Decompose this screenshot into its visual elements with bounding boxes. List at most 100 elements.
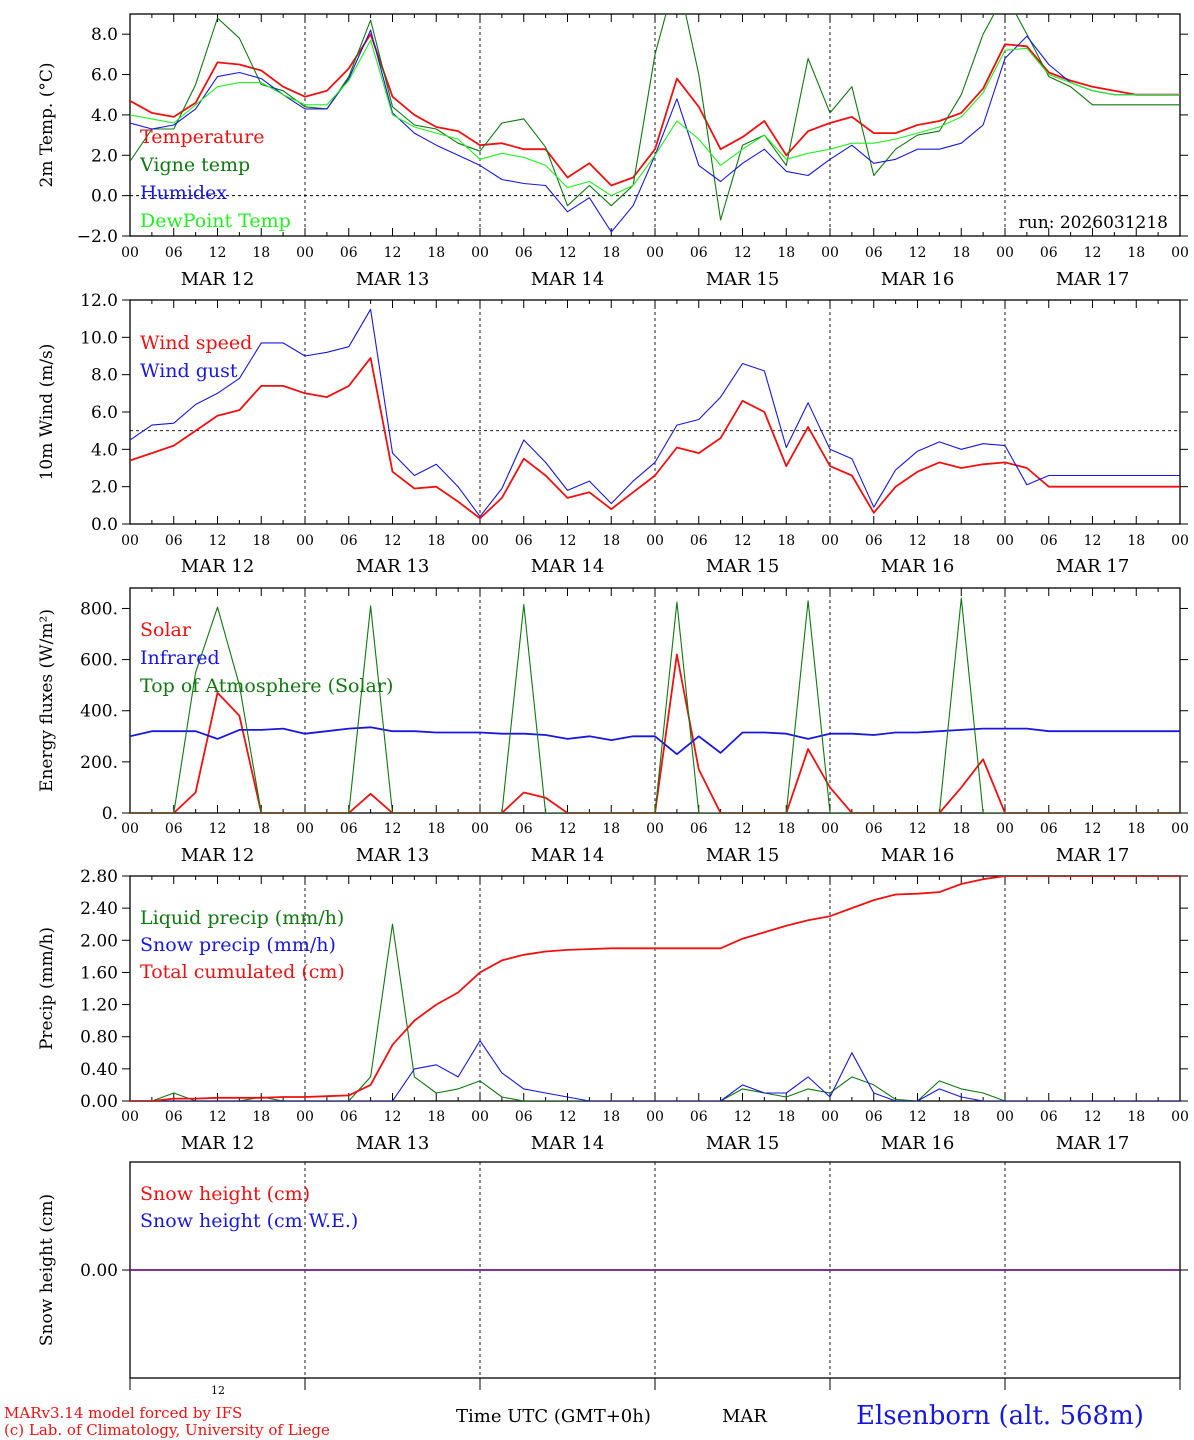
lab-credit: (c) Lab. of Climatology, University of L…	[4, 1421, 330, 1439]
x-tick-label: 12	[734, 533, 752, 549]
x-tick-label: 06	[865, 533, 883, 549]
day-label: MAR 17	[1056, 845, 1130, 866]
x-tick-label: 12	[384, 1109, 402, 1125]
x-tick-label: 18	[777, 245, 795, 261]
x-tick-label: 18	[952, 821, 970, 837]
x-tick-label: 18	[427, 1109, 445, 1125]
x-tick-label: 12	[909, 533, 927, 549]
day-label: MAR 12	[181, 556, 255, 577]
y-tick-label: 10.0	[80, 328, 118, 348]
x-tick-label: 06	[515, 533, 533, 549]
day-label: MAR 14	[531, 845, 605, 866]
series-vigne-temp	[130, 14, 1180, 221]
panel-precip: 00 06 12 18 00 06 12 18 00 06 12 18 00 06 12 18 00 06 12 18…	[37, 867, 1189, 1154]
x-tick-label: 00	[821, 245, 839, 261]
y-tick-label: 200.	[80, 753, 118, 773]
y-tick-label: 6.0	[91, 66, 118, 86]
legend-entry: Total cumulated (cm)	[140, 961, 345, 983]
x-tick-label: 12	[559, 245, 577, 261]
x-tick-label: 06	[1040, 1109, 1058, 1125]
y-tick-label: 600.	[80, 651, 118, 671]
x-tick-label: 00	[121, 821, 139, 837]
x-tick-label: 18	[427, 821, 445, 837]
x-tick-label: 18	[952, 1109, 970, 1125]
x-tick-label: 06	[1040, 821, 1058, 837]
y-tick-label: 1.60	[80, 963, 118, 983]
run-label: run: 2026031218	[1019, 213, 1168, 233]
x-tick-label: 00	[1171, 821, 1189, 837]
y-tick-label: 2.80	[80, 867, 118, 887]
x-tick-label: 12	[384, 533, 402, 549]
legend-entry: Top of Atmosphere (Solar)	[140, 675, 393, 697]
x-tick-label: 06	[165, 821, 183, 837]
legend-entry: Temperature	[140, 126, 264, 148]
x-tick-label: 12	[559, 821, 577, 837]
x-tick-label: 00	[296, 1109, 314, 1125]
legend-entry: Wind speed	[140, 332, 252, 354]
x-tick-label: 18	[252, 1109, 270, 1125]
x-tick-label: 00	[821, 533, 839, 549]
y-axis-label: Snow height (cm)	[37, 1194, 57, 1346]
day-label: MAR 17	[1056, 269, 1130, 290]
series-wind-speed	[130, 356, 1180, 520]
x-tick-label: 12	[909, 1109, 927, 1125]
x-tick-label: 18	[952, 533, 970, 549]
x-tick-label: 00	[1171, 1109, 1189, 1125]
y-tick-label: −2.0	[77, 227, 118, 247]
day-label: MAR 13	[356, 845, 430, 866]
x-tick-label: 12	[384, 821, 402, 837]
y-tick-label: 4.0	[91, 106, 118, 126]
x-tick-label: 00	[471, 821, 489, 837]
y-tick-label: 6.0	[91, 403, 118, 423]
station-label: Elsenborn (alt. 568m)	[856, 1401, 1144, 1431]
y-tick-label: 8.0	[91, 366, 118, 386]
x-tick-label: 18	[777, 1109, 795, 1125]
legend-entry: Liquid precip (mm/h)	[140, 907, 344, 929]
x-tick-label: 18	[1127, 821, 1145, 837]
x-tick-label: 06	[515, 245, 533, 261]
x-tick-label: 00	[1171, 245, 1189, 261]
x-tick-label: 12	[209, 533, 227, 549]
x-tick-label: 00	[646, 533, 664, 549]
x-tick-label: 00	[646, 1109, 664, 1125]
y-tick-label: 0.40	[80, 1060, 118, 1080]
y-tick-label: 2.0	[91, 478, 118, 498]
legend-entry: Snow height (cm)	[140, 1183, 310, 1205]
day-label: MAR 14	[531, 556, 605, 577]
x-tick-label: 00	[996, 1109, 1014, 1125]
x-tick-label: 18	[777, 533, 795, 549]
day-label: MAR 13	[356, 1133, 430, 1154]
x-tick-label: 12	[1084, 1109, 1102, 1125]
x-tick-label: 06	[690, 533, 708, 549]
day-label: MAR 13	[356, 269, 430, 290]
x-tick-label: 18	[252, 821, 270, 837]
day-label: MAR 12	[181, 845, 255, 866]
x-tick-label: 06	[865, 821, 883, 837]
x-tick-label: 00	[296, 533, 314, 549]
legend-entry: Solar	[140, 619, 192, 641]
x-tick-label: 18	[427, 245, 445, 261]
day-label: MAR 17	[1056, 556, 1130, 577]
x-tick-label: 06	[690, 245, 708, 261]
y-axis-label: Energy fluxes (W/m²)	[37, 609, 57, 792]
x-tick-label: 06	[865, 245, 883, 261]
legend-entry: Humidex	[140, 182, 227, 204]
x-tick-label: 12	[1084, 533, 1102, 549]
day-label: MAR 15	[706, 845, 780, 866]
day-label: MAR 14	[531, 269, 605, 290]
legend-entry: Infrared	[140, 647, 220, 669]
x-tick-label: 12	[209, 821, 227, 837]
x-tick-label: 06	[340, 821, 358, 837]
day-label: MAR 12	[181, 269, 255, 290]
y-tick-label: 800.	[80, 599, 118, 619]
x-tick-label: 00	[296, 821, 314, 837]
series-infrared	[130, 726, 1180, 756]
x-tick-label: 12	[209, 245, 227, 261]
y-tick-label: 400.	[80, 702, 118, 722]
y-tick-label: 0.00	[80, 1261, 118, 1281]
x-tick-label: 00	[121, 533, 139, 549]
y-tick-label: 12.0	[80, 291, 118, 311]
x-tick-label: 00	[996, 821, 1014, 837]
x-tick-label: 12	[1084, 821, 1102, 837]
